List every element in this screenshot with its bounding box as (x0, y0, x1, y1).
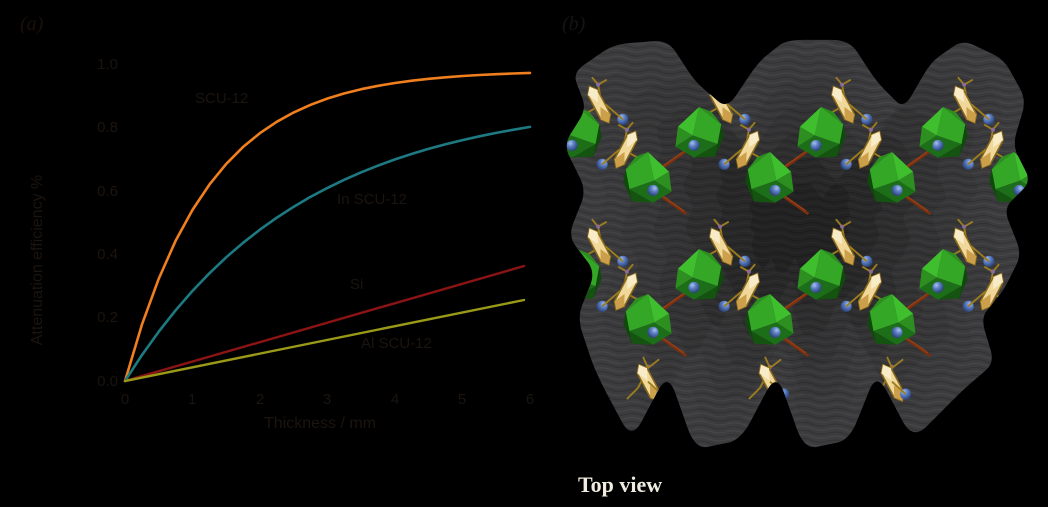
svg-text:6: 6 (526, 391, 534, 408)
svg-text:3: 3 (323, 391, 331, 408)
svg-text:0.2: 0.2 (97, 309, 118, 326)
svg-text:1.0: 1.0 (97, 56, 118, 73)
svg-text:0: 0 (121, 391, 129, 408)
svg-text:In SCU-12: In SCU-12 (337, 191, 407, 208)
svg-text:1: 1 (188, 391, 196, 408)
svg-text:0.4: 0.4 (97, 246, 118, 263)
svg-text:Thickness / mm: Thickness / mm (264, 415, 376, 432)
svg-text:Si: Si (350, 276, 363, 293)
svg-text:(a): (a) (20, 13, 44, 35)
svg-text:Al SCU-12: Al SCU-12 (361, 335, 432, 352)
svg-text:4: 4 (391, 391, 399, 408)
svg-text:(b): (b) (562, 13, 586, 35)
svg-text:2: 2 (256, 391, 264, 408)
svg-text:Attenuation efficiency %: Attenuation efficiency % (29, 175, 46, 345)
svg-text:0.8: 0.8 (97, 119, 118, 136)
svg-text:5: 5 (458, 391, 466, 408)
svg-text:0.0: 0.0 (97, 373, 118, 390)
svg-text:0.6: 0.6 (97, 183, 118, 200)
svg-text:SCU-12: SCU-12 (195, 90, 248, 107)
